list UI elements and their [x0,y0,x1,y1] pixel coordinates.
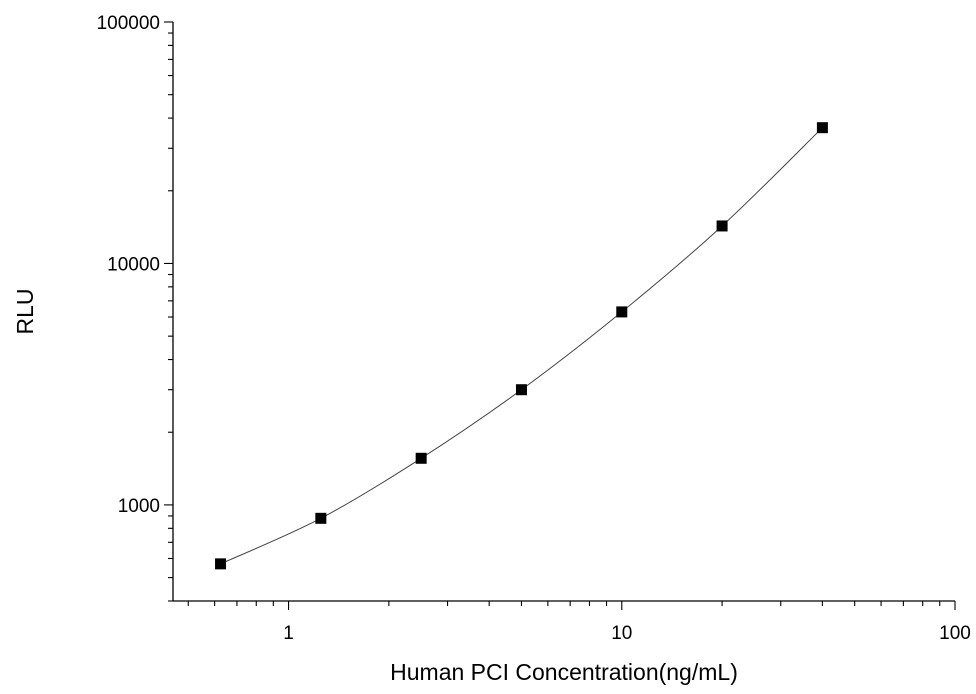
x-axis-title: Human PCI Concentration(ng/mL) [390,659,738,685]
x-axis-ticks: 1 10 100 [187,601,971,644]
y-axis-title: RLU [12,288,38,334]
y-tick-label: 1000 [118,496,160,517]
x-tick-label: 100 [939,623,971,644]
data-point [215,558,227,570]
data-point [415,452,427,464]
y-tick-label: 10000 [107,254,160,275]
data-point [515,384,527,396]
data-points [215,122,828,570]
x-tick-label: 1 [283,623,294,644]
y-tick-label: 100000 [97,13,160,34]
axes [172,22,955,602]
data-point [315,512,327,524]
data-point [816,122,828,134]
data-point [716,220,728,232]
y-axis-ticks: 1000 10000 100000 [97,13,173,602]
data-point [616,306,628,318]
fitted-curve [220,127,823,565]
x-tick-label: 10 [611,623,632,644]
